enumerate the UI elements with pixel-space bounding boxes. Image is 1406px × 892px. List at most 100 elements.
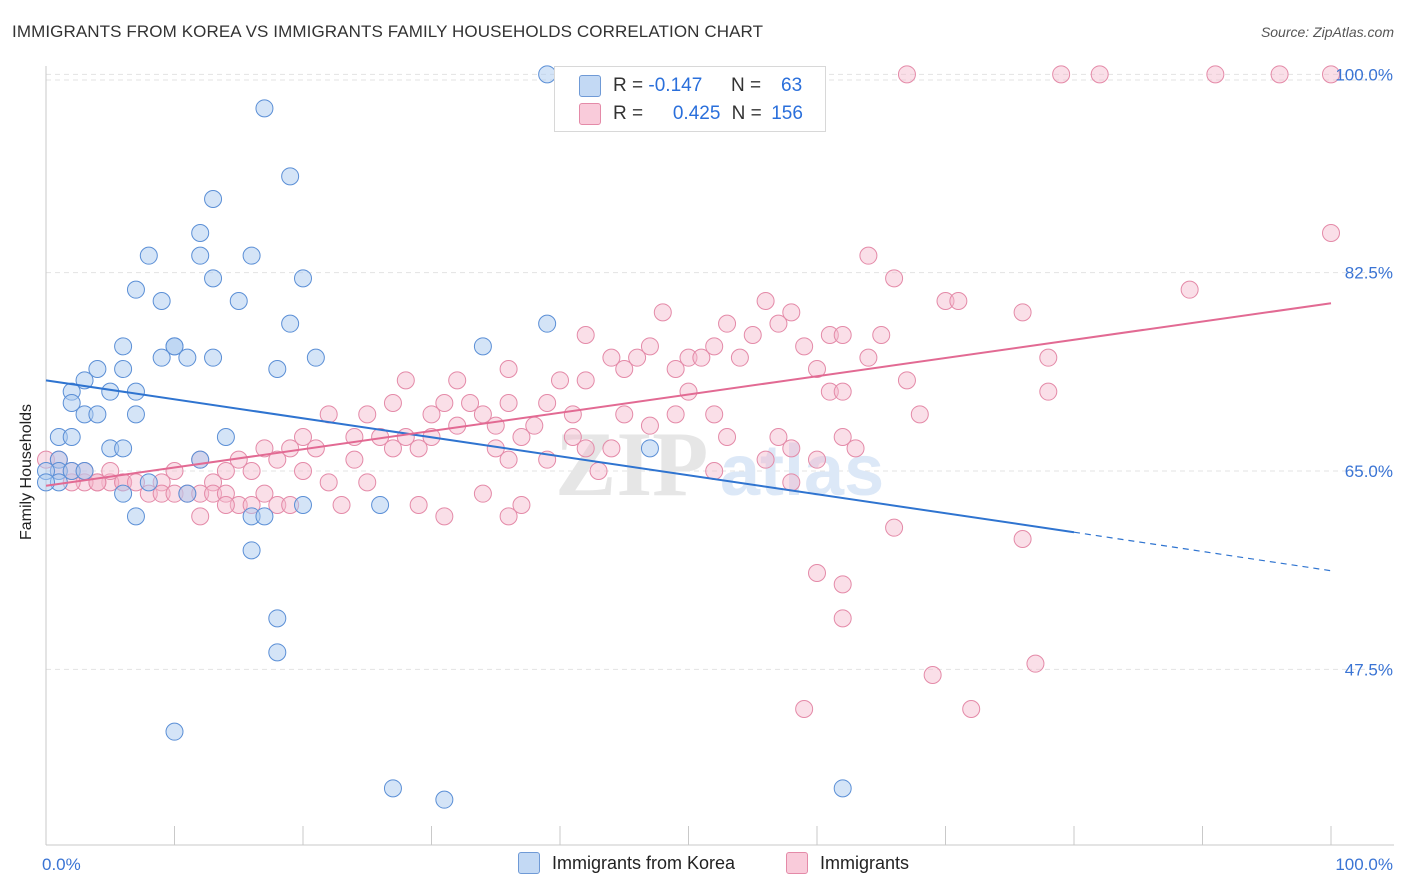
immigrants-point: [499, 450, 518, 469]
korea-point: [126, 382, 145, 401]
series-korea-points: [37, 65, 852, 809]
korea-point: [139, 246, 158, 265]
immigrants-point: [820, 382, 839, 401]
y-tick-label: 47.5%: [1345, 660, 1393, 679]
legend-r-value: -0.147: [648, 75, 703, 96]
korea-point: [191, 246, 210, 265]
watermark: ZIP atlas: [555, 413, 884, 515]
korea-point: [538, 314, 557, 333]
immigrants-point: [718, 428, 737, 446]
immigrants-point: [216, 462, 235, 480]
immigrants-point: [204, 484, 223, 503]
immigrants-point: [409, 439, 428, 458]
korea-point: [204, 269, 223, 288]
immigrants-point: [319, 473, 338, 492]
korea-point: [62, 394, 81, 412]
korea-point: [62, 428, 81, 446]
x-tick-label-min: 0.0%: [42, 855, 81, 874]
immigrants-point: [229, 496, 248, 514]
immigrants-point: [692, 348, 711, 367]
immigrants-point: [358, 473, 377, 492]
immigrants-point: [795, 700, 814, 718]
immigrants-point: [795, 337, 814, 356]
immigrants-point: [949, 292, 968, 310]
chart-source: Source: ZipAtlas.com: [1260, 24, 1394, 40]
legend-r-label: R =: [613, 75, 644, 96]
immigrants-point: [859, 348, 878, 367]
korea-point: [191, 224, 210, 242]
immigrants-point: [576, 439, 595, 458]
immigrants-point: [268, 496, 287, 514]
immigrants-point: [718, 314, 737, 333]
immigrants-point: [1180, 280, 1199, 299]
immigrants-point: [1090, 65, 1109, 84]
immigrants-point: [499, 507, 518, 526]
immigrants-point: [808, 564, 826, 582]
immigrants-point: [743, 326, 762, 344]
immigrants-point: [499, 394, 518, 412]
korea-point: [242, 246, 261, 265]
immigrants-point: [833, 428, 852, 446]
immigrants-point: [756, 292, 775, 310]
trend-lines: [45, 302, 1332, 572]
immigrants-point: [936, 292, 955, 310]
immigrants-point: [782, 473, 801, 492]
korea-point: [229, 292, 248, 310]
immigrants-point: [859, 246, 878, 265]
immigrants-point: [242, 462, 261, 480]
immigrants-point: [846, 439, 865, 458]
immigrants-point: [216, 496, 235, 514]
immigrants-point: [615, 405, 634, 424]
korea-point: [306, 348, 325, 367]
legend-swatch-immigrants: [579, 103, 601, 125]
immigrants-point: [602, 348, 621, 367]
immigrants-point: [383, 394, 402, 412]
immigrants-point: [833, 609, 852, 628]
korea-point: [37, 473, 55, 492]
immigrants-point: [1026, 654, 1045, 673]
immigrants-point: [448, 371, 467, 390]
korea-point: [165, 337, 184, 356]
korea-point: [114, 360, 133, 378]
korea-point: [114, 337, 133, 356]
immigrants-point: [551, 371, 569, 390]
korea-point: [255, 507, 274, 526]
korea-point: [242, 541, 261, 560]
immigrants-point: [576, 326, 595, 344]
legend-n-label: N =: [731, 103, 762, 124]
immigrants-point: [294, 428, 312, 446]
immigrants-point: [833, 575, 852, 594]
bottom-legend-korea: Immigrants from Korea: [518, 852, 735, 874]
korea-point: [294, 269, 312, 288]
immigrants-point: [833, 382, 852, 401]
immigrants-point: [409, 496, 428, 514]
immigrants-point: [255, 484, 274, 503]
immigrants-point: [422, 405, 441, 424]
korea-point: [204, 190, 223, 208]
immigrants-point: [653, 303, 672, 322]
legend-r-label: R =: [613, 103, 644, 124]
immigrants-point: [640, 416, 659, 435]
immigrants-point: [769, 314, 788, 333]
korea-point: [126, 507, 145, 526]
watermark-atlas: atlas: [720, 431, 884, 511]
immigrants-point: [820, 326, 839, 344]
immigrants-point: [885, 269, 904, 288]
immigrants-point: [563, 428, 582, 446]
korea-point: [383, 779, 402, 798]
immigrants-point: [1052, 65, 1071, 84]
immigrants-point: [910, 405, 929, 424]
immigrants-point: [294, 462, 312, 480]
y-axis-label: Family Households: [18, 403, 35, 540]
korea-point: [640, 439, 659, 458]
legend-swatch-korea: [579, 75, 601, 97]
immigrants-point: [255, 439, 274, 458]
immigrants-point: [640, 337, 659, 356]
korea-point: [126, 280, 145, 299]
korea-point: [204, 348, 223, 367]
immigrants-point: [705, 462, 724, 480]
immigrants-point: [679, 348, 698, 367]
stats-legend: R = -0.147 N = 63 R = 0.425 N = 156: [554, 66, 826, 132]
immigrants-point: [1322, 224, 1340, 242]
